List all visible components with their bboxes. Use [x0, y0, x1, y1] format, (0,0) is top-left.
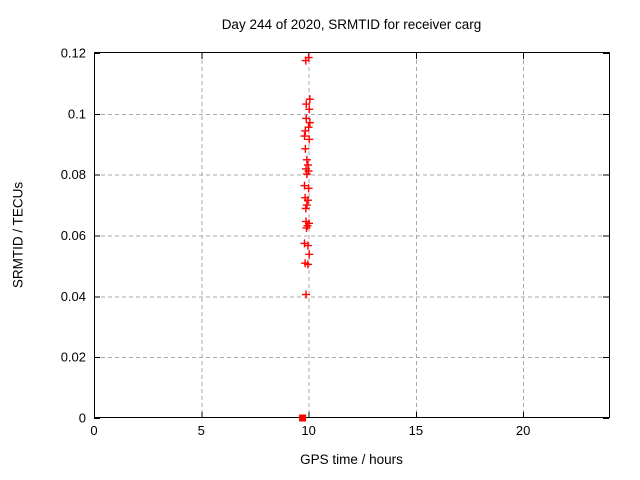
plot-border — [94, 52, 610, 418]
y-tick-label: 0.1 — [68, 106, 86, 121]
x-tick-label: 10 — [301, 423, 315, 438]
y-tick-label: 0.04 — [61, 289, 86, 304]
y-tick-label: 0 — [79, 411, 86, 426]
x-tick-label: 0 — [90, 423, 97, 438]
x-axis-label: GPS time / hours — [300, 452, 403, 467]
chart-title: Day 244 of 2020, SRMTID for receiver car… — [221, 17, 482, 32]
x-tick-label: 20 — [516, 423, 530, 438]
y-tick-label: 0.12 — [61, 46, 86, 61]
y-tick-label: 0.08 — [61, 167, 86, 182]
y-tick-label: 0.02 — [61, 350, 86, 365]
y-tick-label: 0.06 — [61, 228, 86, 243]
data-point-square — [299, 414, 307, 422]
x-tick-label: 5 — [198, 423, 205, 438]
x-tick-label: 15 — [409, 423, 423, 438]
